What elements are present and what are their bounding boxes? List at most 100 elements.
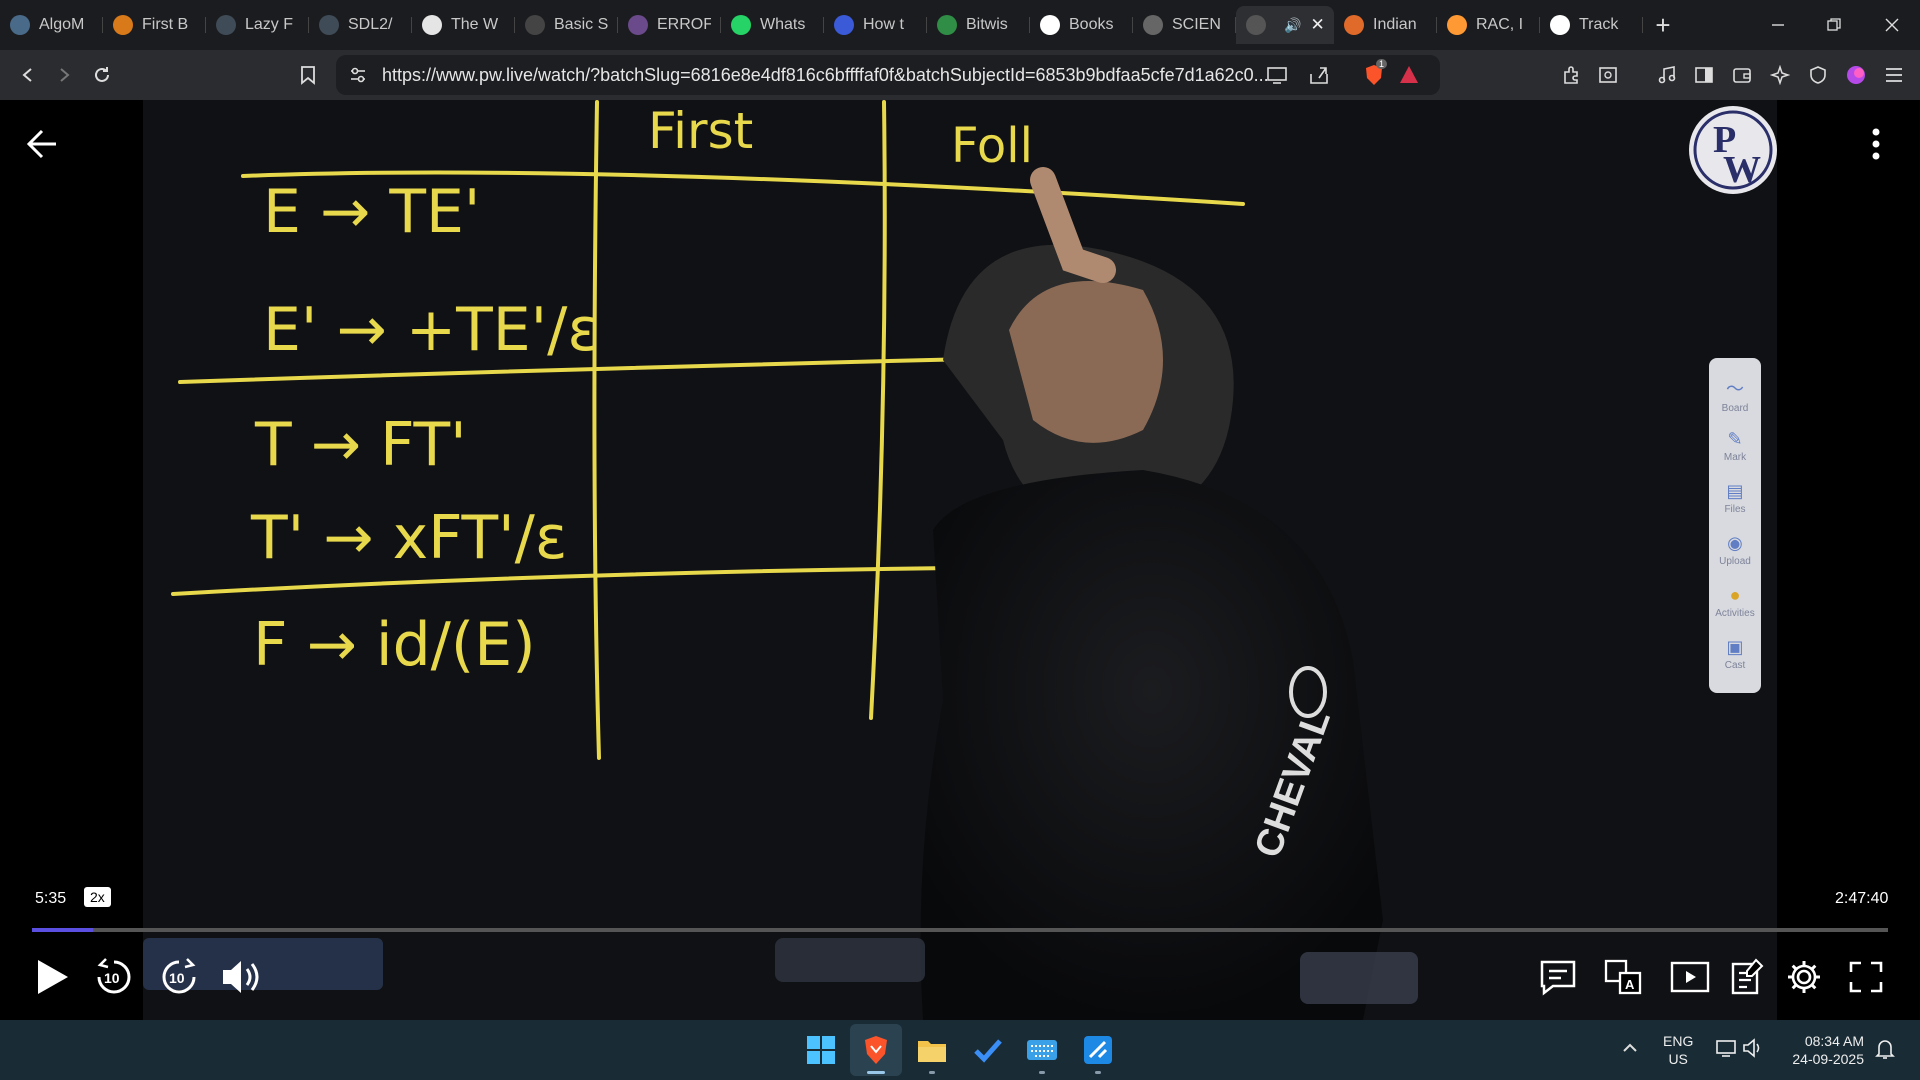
volume-button[interactable] <box>210 945 274 1009</box>
chat-icon[interactable] <box>1526 945 1590 1009</box>
clock[interactable]: 08:34 AM 24-09-2025 <box>1780 1032 1864 1068</box>
rewind-10-button[interactable]: 10 <box>82 945 146 1009</box>
browser-tab[interactable]: Track <box>1540 6 1643 44</box>
tab-title: AlgoM <box>39 16 85 33</box>
keyboard-app-icon[interactable] <box>1016 1024 1068 1076</box>
duration: 2:47:40 <box>1835 890 1889 907</box>
close-window-button[interactable] <box>1864 0 1920 50</box>
brave-taskbar-icon[interactable] <box>850 1024 902 1076</box>
tab-title: Indian <box>1373 16 1417 33</box>
brave-shields-icon[interactable]: 1 <box>1362 59 1388 92</box>
browser-tab[interactable]: The W <box>412 6 515 44</box>
browser-tab[interactable]: Lazy F <box>206 6 309 44</box>
browser-tab[interactable]: SDL2/ <box>309 6 412 44</box>
vpn-icon[interactable] <box>1798 50 1838 100</box>
browser-tab[interactable]: Basic S <box>515 6 618 44</box>
folder-icon: ▤ <box>1726 481 1744 501</box>
back-button[interactable] <box>8 50 48 100</box>
clock-date: 24-09-2025 <box>1792 1051 1864 1067</box>
todo-icon[interactable] <box>962 1024 1014 1076</box>
browser-tab[interactable]: AlgoM <box>0 6 103 44</box>
sidebar-icon[interactable] <box>1684 50 1724 100</box>
whiteboard-tool[interactable]: ✎ Mark <box>1709 420 1761 472</box>
file-explorer-icon[interactable] <box>906 1024 958 1076</box>
whiteboard-tool[interactable]: ▣ Cast <box>1709 628 1761 680</box>
browser-tab[interactable]: Whats <box>721 6 824 44</box>
address-bar[interactable]: https://www.pw.live/watch/?batchSlug=681… <box>336 55 1440 95</box>
pip-icon[interactable] <box>1658 945 1722 1009</box>
current-time: 5:35 <box>35 890 67 907</box>
browser-tab[interactable]: Books <box>1030 6 1133 44</box>
video-player[interactable]: CHEVAL First Foll E → TE' E' → +TE'/ε T … <box>0 100 1920 1020</box>
browser-tab[interactable]: SCIEN <box>1133 6 1236 44</box>
whiteboard-tool[interactable]: ◉ Upload <box>1709 524 1761 576</box>
tab-title: Bitwis <box>966 16 1008 33</box>
leo-ai-icon[interactable] <box>1760 50 1800 100</box>
extensions-icon[interactable] <box>1552 50 1592 100</box>
tab-title: Whats <box>760 16 806 33</box>
notification-bell-icon[interactable] <box>1875 1038 1895 1065</box>
language-indicator[interactable]: ENG US <box>1663 1032 1693 1068</box>
network-icon[interactable] <box>1715 1038 1739 1063</box>
wallet-icon[interactable] <box>1722 50 1762 100</box>
grammar-rule: E' → +TE'/ε <box>263 295 600 365</box>
vscode-icon[interactable] <box>1072 1024 1124 1076</box>
translate-icon[interactable]: A <box>1592 945 1656 1009</box>
browser-tab[interactable]: Indian <box>1334 6 1437 44</box>
settings-gear-icon[interactable] <box>1772 945 1836 1009</box>
more-options-icon[interactable] <box>1868 124 1884 169</box>
forward-10-button[interactable]: 10 <box>147 945 211 1009</box>
amazon-icon <box>1550 15 1570 35</box>
svg-text:W: W <box>1723 149 1761 191</box>
whiteboard-tool[interactable]: ▤ Files <box>1709 472 1761 524</box>
spiral-icon <box>216 15 236 35</box>
browser-toolbar: https://www.pw.live/watch/?batchSlug=681… <box>0 50 1920 100</box>
browser-tab[interactable]: First B <box>103 6 206 44</box>
tab-strip: AlgoM First B Lazy F SDL2/The W Basic S ERROF… <box>0 0 1920 50</box>
restore-button[interactable] <box>1806 0 1862 50</box>
language-code: ENG <box>1663 1033 1694 1049</box>
url-text[interactable]: https://www.pw.live/watch/?batchSlug=681… <box>382 65 1269 85</box>
whiteboard-tool[interactable]: 〜 Board <box>1709 368 1761 420</box>
brave-rewards-icon[interactable] <box>1398 64 1420 91</box>
site-settings-icon[interactable] <box>348 65 368 90</box>
fullscreen-icon[interactable] <box>1834 945 1898 1009</box>
show-hidden-icons[interactable] <box>1620 1038 1640 1063</box>
clock-time: 08:34 AM <box>1804 1033 1864 1049</box>
volume-tray-icon[interactable] <box>1742 1038 1764 1063</box>
reload-button[interactable] <box>82 50 122 100</box>
browser-tab[interactable]: Bitwis <box>927 6 1030 44</box>
india-icon <box>1344 15 1364 35</box>
browser-tab[interactable]: ERROF <box>618 6 721 44</box>
notes-icon[interactable] <box>1716 945 1780 1009</box>
reader-icon[interactable] <box>1588 50 1628 100</box>
pen-icon: ✎ <box>1727 429 1743 449</box>
windows-start-icon[interactable] <box>795 1024 847 1076</box>
back-arrow-icon[interactable] <box>22 124 62 169</box>
tab-audio-icon[interactable]: 🔊 <box>1284 16 1302 33</box>
bookmark-icon[interactable] <box>288 50 328 100</box>
minimize-button[interactable] <box>1750 0 1806 50</box>
cast-icon: ▣ <box>1726 637 1744 657</box>
bulb-icon: ● <box>1729 585 1741 605</box>
media-icon[interactable] <box>1647 50 1687 100</box>
profile-icon[interactable] <box>1836 50 1876 100</box>
close-tab-icon[interactable]: ✕ <box>1310 15 1325 34</box>
forward-seconds: 10 <box>169 970 185 986</box>
camera-icon: ◉ <box>1727 533 1743 553</box>
share-icon[interactable] <box>1308 65 1330 90</box>
svg-text:P: P <box>1713 119 1736 161</box>
play-button[interactable] <box>20 945 84 1009</box>
browser-tab[interactable]: RAC, I <box>1437 6 1540 44</box>
menu-icon[interactable] <box>1874 50 1914 100</box>
speed-badge[interactable]: 2x <box>84 887 111 907</box>
browser-tab[interactable]: 🔊 ✕ <box>1236 6 1334 44</box>
browser-tab[interactable]: How t <box>824 6 927 44</box>
forward-button[interactable] <box>44 50 84 100</box>
cast-tab-icon[interactable] <box>1266 65 1288 90</box>
new-tab-button[interactable]: + <box>1655 9 1671 40</box>
whiteboard-tool[interactable]: ● Activities <box>1709 576 1761 628</box>
grammar-rule: E → TE' <box>263 177 480 247</box>
progress-bar[interactable] <box>32 928 1888 932</box>
